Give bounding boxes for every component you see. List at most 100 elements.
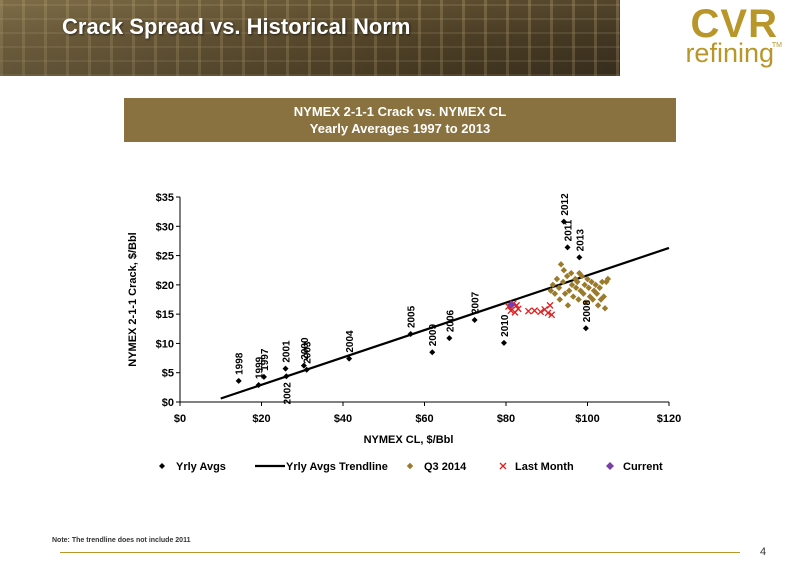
q3-2014-point bbox=[586, 293, 594, 300]
legend-label: Current bbox=[623, 461, 663, 473]
last-month-point bbox=[537, 308, 545, 316]
year-label: 2009 bbox=[428, 324, 439, 347]
year-label: 2007 bbox=[471, 291, 482, 314]
legend-label: Yrly Avgs Trendline bbox=[286, 461, 388, 473]
y-tick-label: $0 bbox=[162, 397, 174, 409]
yearly-avg-point bbox=[446, 335, 453, 342]
page-number: 4 bbox=[760, 546, 767, 558]
q3-2014-point bbox=[560, 267, 568, 274]
q3-2014-point bbox=[574, 278, 581, 286]
refinery-background-image bbox=[0, 0, 640, 76]
q3-2014-point bbox=[604, 275, 612, 283]
legend-label: Last Month bbox=[515, 461, 574, 473]
x-tick-label: $0 bbox=[174, 413, 186, 425]
last-month-point bbox=[507, 307, 515, 315]
year-label: 1998 bbox=[235, 352, 246, 375]
yearly-avg-point bbox=[576, 254, 583, 261]
q3-2014-point bbox=[585, 284, 592, 291]
q3-2014-point bbox=[568, 281, 576, 289]
chart-title: NYMEX 2-1-1 Crack vs. NYMEX CL bbox=[293, 104, 507, 119]
yearly-avg-point bbox=[235, 377, 242, 384]
year-label: 1999 bbox=[255, 356, 266, 379]
year-label: 2001 bbox=[282, 340, 293, 363]
x-tick-label: $100 bbox=[575, 413, 599, 425]
year-label: 2011 bbox=[564, 219, 575, 241]
trademark-mark: TM bbox=[771, 42, 782, 49]
q3-2014-point bbox=[581, 281, 588, 289]
yearly-avg-point bbox=[283, 373, 290, 380]
yearly-avg-point bbox=[560, 218, 567, 225]
yearly-avg-point bbox=[282, 365, 289, 372]
x-tick-label: $120 bbox=[657, 413, 681, 425]
year-label: 2000 bbox=[300, 337, 311, 360]
q3-2014-point bbox=[589, 296, 596, 303]
q3-2014-point bbox=[582, 299, 590, 306]
year-label: 2013 bbox=[575, 229, 586, 252]
legend-yrly-marker bbox=[159, 463, 165, 469]
q3-2014-point bbox=[572, 284, 580, 291]
x-tick-label: $20 bbox=[252, 413, 270, 425]
legend-current-marker bbox=[606, 462, 614, 470]
q3-2014-point bbox=[547, 287, 555, 294]
legend-q3-marker bbox=[406, 462, 414, 470]
year-label: 2006 bbox=[445, 309, 456, 332]
year-label: 2010 bbox=[500, 314, 511, 337]
year-label: 2012 bbox=[560, 193, 571, 216]
last-month-point bbox=[531, 307, 538, 315]
q3-2014-point bbox=[561, 290, 569, 297]
q3-2014-point bbox=[588, 278, 595, 286]
q3-2014-point bbox=[568, 269, 575, 277]
chart-subtitle: Yearly Averages 1997 to 2013 bbox=[309, 121, 491, 136]
yearly-avg-point bbox=[564, 244, 571, 251]
y-tick-label: $30 bbox=[156, 221, 174, 233]
year-label: 2003 bbox=[303, 341, 314, 364]
footer-divider bbox=[60, 552, 740, 553]
q3-2014-point bbox=[570, 293, 577, 300]
y-tick-label: $10 bbox=[156, 338, 174, 350]
year-label: 2004 bbox=[345, 330, 356, 353]
q3-2014-point bbox=[576, 269, 583, 277]
last-month-point bbox=[524, 307, 532, 315]
yearly-avg-point bbox=[255, 382, 262, 389]
q3-2014-point bbox=[596, 284, 603, 291]
legend-last-month-marker bbox=[499, 462, 507, 470]
last-month-point bbox=[548, 311, 556, 319]
q3-2014-point bbox=[563, 272, 571, 280]
y-tick-label: $15 bbox=[156, 309, 174, 321]
q3-2014-point bbox=[578, 272, 585, 280]
q3-2014-point bbox=[593, 290, 601, 297]
yearly-avg-point bbox=[260, 373, 267, 380]
legend-label: Q3 2014 bbox=[424, 461, 467, 473]
q3-2014-point bbox=[575, 296, 582, 303]
y-tick-label: $35 bbox=[156, 192, 174, 204]
y-tick-label: $5 bbox=[162, 368, 174, 380]
last-month-point bbox=[546, 301, 554, 309]
q3-2014-point bbox=[594, 302, 602, 309]
q3-2014-point bbox=[553, 275, 561, 283]
yearly-avg-point bbox=[500, 339, 507, 346]
year-label: 1997 bbox=[260, 348, 271, 371]
y-tick-label: $20 bbox=[156, 280, 174, 292]
x-axis-label: NYMEX CL, $/Bbl bbox=[364, 434, 454, 446]
q3-2014-point bbox=[598, 278, 606, 286]
q3-2014-point bbox=[584, 275, 591, 283]
q3-2014-point bbox=[600, 293, 607, 300]
q3-2014-point bbox=[564, 302, 572, 309]
current-point bbox=[507, 300, 516, 309]
header-banner: Crack Spread vs. Historical Norm CVR ref… bbox=[0, 0, 800, 76]
last-month-point bbox=[544, 309, 552, 317]
x-tick-label: $60 bbox=[415, 413, 433, 425]
page-title: Crack Spread vs. Historical Norm bbox=[62, 14, 411, 39]
q3-2014-point bbox=[555, 284, 563, 291]
q3-2014-point bbox=[551, 290, 559, 297]
y-tick-label: $25 bbox=[156, 251, 174, 263]
q3-2014-point bbox=[580, 290, 587, 297]
yearly-avg-point bbox=[429, 349, 436, 356]
logo-area bbox=[620, 0, 800, 76]
footnote: Note: The trendline does not include 201… bbox=[52, 537, 191, 544]
q3-2014-point bbox=[592, 281, 599, 289]
q3-2014-point bbox=[556, 296, 563, 303]
q3-2014-point bbox=[549, 281, 557, 289]
year-label: 2008 bbox=[582, 300, 593, 323]
